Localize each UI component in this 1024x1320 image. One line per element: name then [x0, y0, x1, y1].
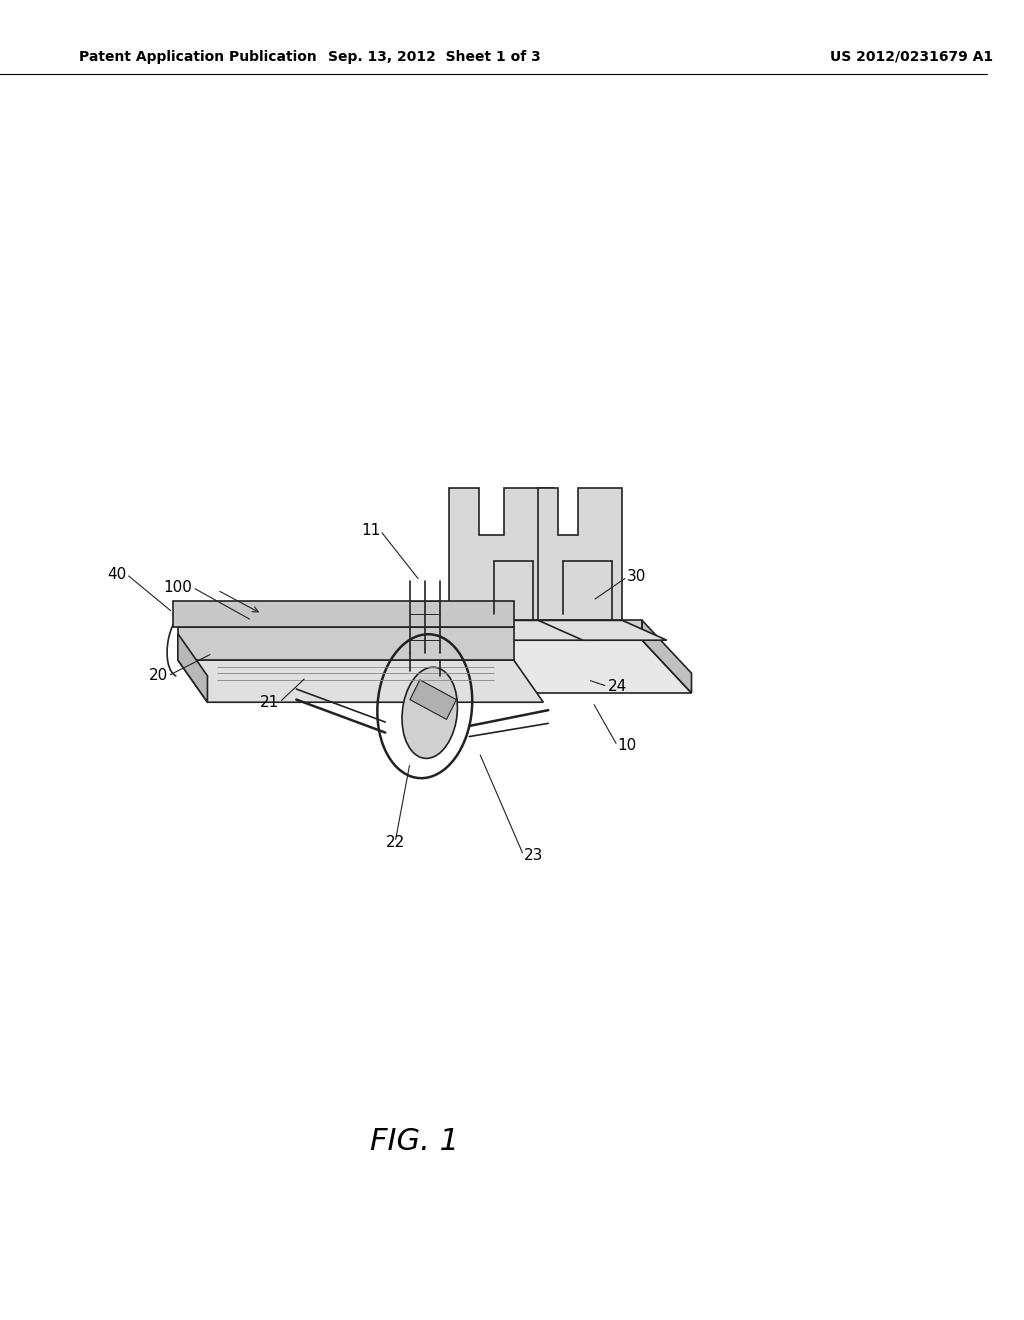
- Text: 40: 40: [108, 566, 126, 582]
- Polygon shape: [178, 634, 208, 702]
- Polygon shape: [450, 620, 598, 640]
- Text: 10: 10: [617, 738, 637, 754]
- Text: 23: 23: [523, 847, 543, 863]
- Polygon shape: [539, 488, 623, 620]
- Ellipse shape: [402, 667, 458, 759]
- Text: Sep. 13, 2012  Sheet 1 of 3: Sep. 13, 2012 Sheet 1 of 3: [329, 50, 541, 63]
- Text: 100: 100: [164, 579, 193, 595]
- Polygon shape: [266, 640, 691, 693]
- Polygon shape: [266, 620, 642, 640]
- Text: 21: 21: [260, 694, 280, 710]
- Text: 22: 22: [385, 834, 404, 850]
- Text: 11: 11: [361, 523, 380, 539]
- Text: 20: 20: [148, 668, 168, 684]
- Text: 30: 30: [628, 569, 647, 585]
- Text: Patent Application Publication: Patent Application Publication: [79, 50, 316, 63]
- Text: FIG. 1: FIG. 1: [371, 1127, 460, 1156]
- Polygon shape: [178, 660, 544, 702]
- Text: US 2012/0231679 A1: US 2012/0231679 A1: [829, 50, 993, 63]
- Polygon shape: [410, 680, 457, 719]
- Polygon shape: [539, 620, 667, 640]
- Polygon shape: [642, 620, 691, 693]
- Polygon shape: [178, 627, 514, 660]
- Polygon shape: [450, 488, 553, 620]
- Polygon shape: [173, 601, 514, 627]
- Text: 24: 24: [607, 678, 627, 694]
